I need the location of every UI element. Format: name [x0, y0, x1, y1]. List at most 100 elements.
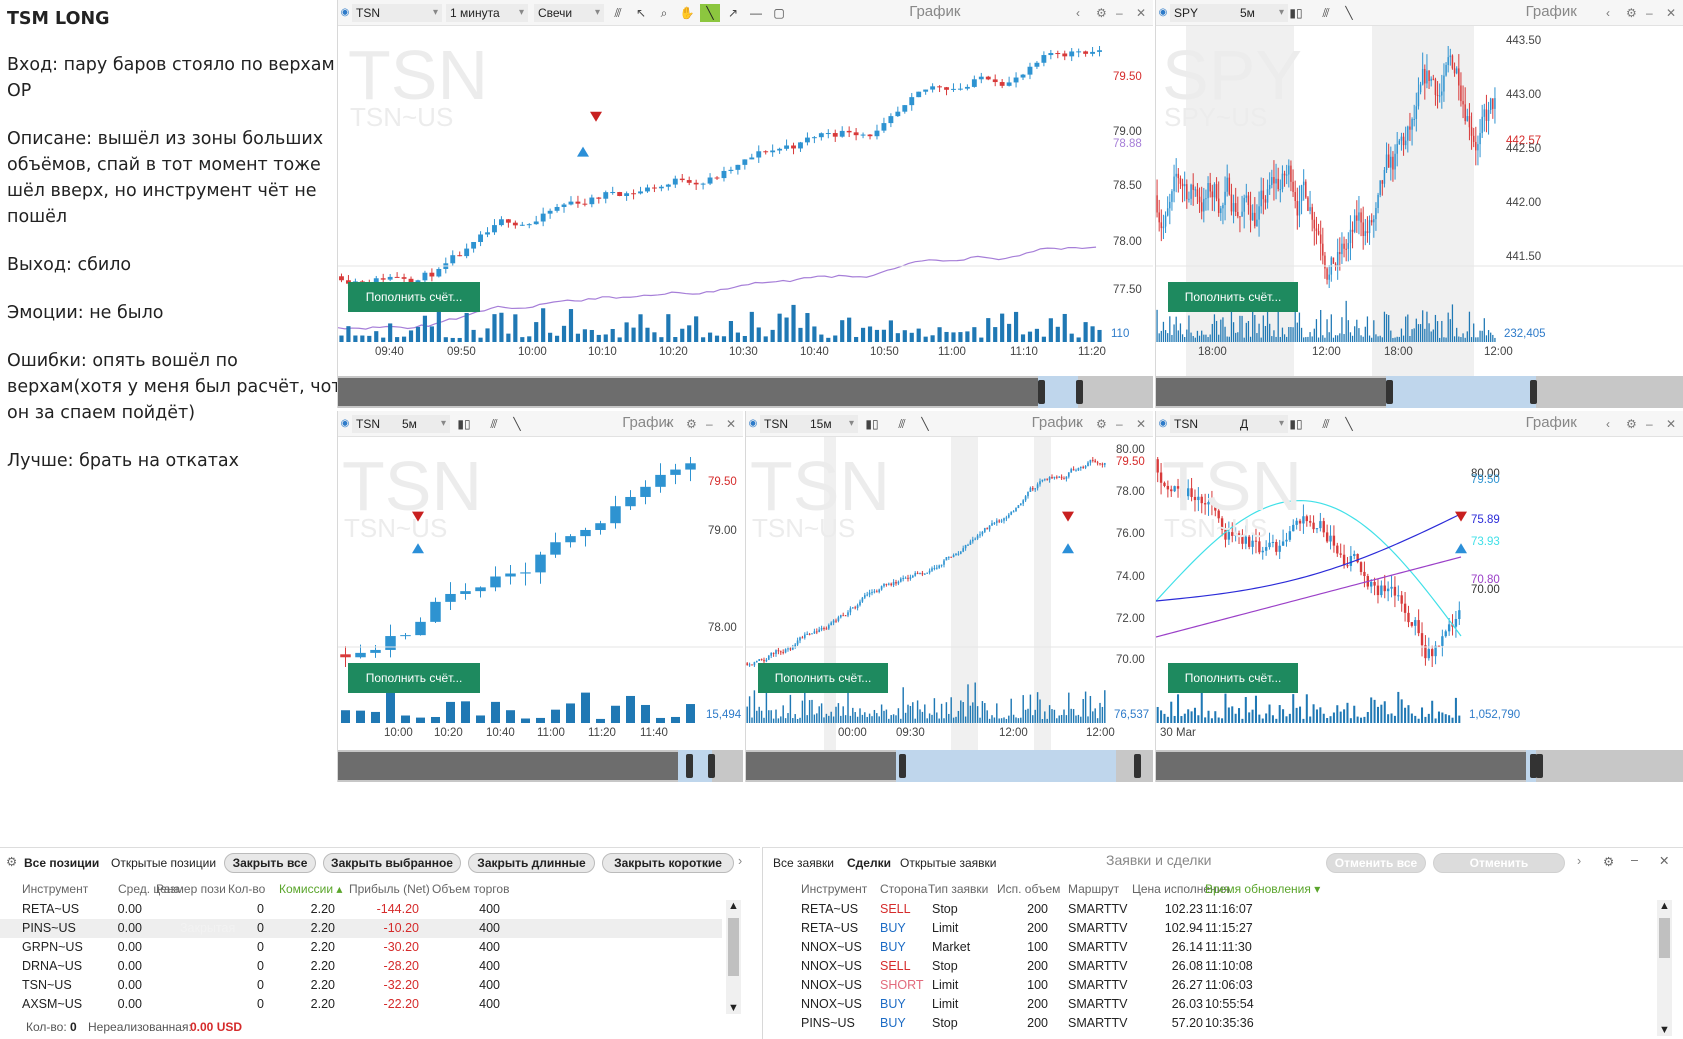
interval-dropdown[interactable]: 1 минута	[446, 4, 528, 22]
price-chart[interactable]	[338, 437, 743, 750]
gear-icon[interactable]: ⚙	[1626, 6, 1637, 20]
navigator-right-handle[interactable]	[1076, 380, 1083, 404]
positions-column-header[interactable]: Прибыль (Net)	[349, 882, 430, 896]
positions-column-header[interactable]: Инструмент	[22, 882, 89, 896]
close-icon[interactable]: ✕	[726, 417, 737, 431]
gear-icon[interactable]: ⚙	[1603, 855, 1615, 869]
chart-navigator[interactable]	[338, 750, 743, 782]
navigator-selection[interactable]	[678, 750, 712, 782]
line-icon[interactable]: ╲	[1345, 6, 1353, 20]
line-icon[interactable]: ╲	[1345, 417, 1353, 431]
minimize-icon[interactable]: –	[1631, 853, 1638, 867]
interval-dropdown[interactable]: 5м	[1236, 4, 1288, 22]
positions-column-header[interactable]: Объем торгов	[432, 882, 510, 896]
gear-icon[interactable]: ⚙	[686, 417, 697, 431]
chart-navigator[interactable]	[746, 750, 1153, 782]
table-row[interactable]: NNOX~US BUY Market 100 SMARTTV 26.14 11:11:30	[763, 938, 1653, 957]
indicators-icon[interactable]: ⫻	[1322, 6, 1330, 20]
close-icon[interactable]: ✕	[1659, 854, 1670, 868]
price-chart[interactable]	[1156, 26, 1683, 376]
positions-scrollbar[interactable]: ▲ ▼	[726, 900, 741, 1014]
table-row[interactable]: RETA~US 0.00 0 2.20 -144.20 400	[0, 900, 722, 919]
navigator-selection[interactable]	[896, 750, 1116, 782]
interval-dropdown[interactable]: Д	[1236, 415, 1288, 433]
minimize-icon[interactable]: –	[1116, 6, 1123, 20]
navigator-right-handle[interactable]	[1530, 380, 1537, 404]
table-row[interactable]: RETA~US BUY Limit 200 SMARTTV 102.94 11:15:27	[763, 919, 1653, 938]
table-row[interactable]: GRPN~US 0.00 0 2.20 -30.20 400	[0, 938, 722, 957]
table-row[interactable]: DRNA~US 0.00 0 2.20 -28.20 400	[0, 957, 722, 976]
chevron-right-icon[interactable]: ›	[1577, 854, 1582, 868]
chart-navigator[interactable]	[1156, 750, 1683, 782]
chart-type-dropdown[interactable]: Свечи	[534, 4, 604, 22]
indicators-icon[interactable]: ⫻	[490, 417, 498, 431]
navigator-left-handle[interactable]	[686, 754, 693, 778]
navigator-left-handle[interactable]	[1038, 380, 1045, 404]
close-short-button[interactable]: Закрыть короткие	[602, 853, 734, 873]
tab-open-positions[interactable]: Открытые позиции	[111, 856, 217, 870]
chevron-right-icon[interactable]: ›	[738, 854, 743, 868]
orders-column-header[interactable]: Тип заявки	[928, 882, 989, 896]
close-icon[interactable]: ✕	[1136, 6, 1147, 20]
gear-icon[interactable]: ⚙	[1626, 417, 1637, 431]
price-chart[interactable]	[746, 437, 1153, 750]
cancel-selected-button[interactable]: Отменить выбранные	[1433, 853, 1565, 888]
tab-open-orders[interactable]: Открытые заявки	[900, 856, 997, 870]
deposit-button[interactable]: Пополнить счёт...	[348, 663, 480, 693]
link-dot-icon[interactable]: ◉	[748, 418, 758, 429]
close-icon[interactable]: ✕	[1666, 417, 1677, 431]
candles-icon[interactable]: ▮▯	[457, 417, 471, 431]
deposit-button[interactable]: Пополнить счёт...	[1168, 663, 1298, 693]
link-dot-icon[interactable]: ◉	[1158, 418, 1168, 429]
tab-all-orders[interactable]: Все заявки	[773, 856, 835, 870]
arrow-icon[interactable]: ↗	[727, 6, 739, 20]
positions-column-header[interactable]: Кол-во	[228, 882, 266, 896]
chevron-left-icon[interactable]: ‹	[666, 417, 670, 431]
close-icon[interactable]: ✕	[1666, 6, 1677, 20]
chevron-up-icon[interactable]: ▲	[728, 900, 739, 912]
deposit-button[interactable]: Пополнить счёт...	[1168, 282, 1298, 312]
navigator-left-handle[interactable]	[1386, 380, 1393, 404]
tab-deals[interactable]: Сделки	[847, 856, 891, 870]
line-icon[interactable]: ╲	[700, 4, 720, 22]
close-selected-button[interactable]: Закрыть выбранное	[323, 853, 461, 873]
indicators-icon[interactable]: ⫻	[1322, 417, 1330, 431]
minimize-icon[interactable]: –	[706, 417, 713, 431]
zoom-icon[interactable]: ⌕	[660, 6, 668, 20]
minimize-icon[interactable]: –	[1646, 417, 1653, 431]
hand-icon[interactable]: ✋	[679, 6, 695, 20]
orders-column-header[interactable]: Инструмент	[801, 882, 868, 896]
chevron-left-icon[interactable]: ‹	[1606, 417, 1610, 431]
symbol-dropdown[interactable]: TSN	[352, 4, 442, 22]
positions-column-header[interactable]: Сред. цена	[118, 882, 181, 896]
close-icon[interactable]: ✕	[1136, 417, 1147, 431]
gear-icon[interactable]: ⚙	[1096, 6, 1107, 20]
indicators-icon[interactable]: ⫻	[898, 417, 906, 431]
link-dot-icon[interactable]: ◉	[340, 7, 350, 18]
table-row[interactable]: TSN~US 0.00 0 2.20 -32.20 400	[0, 976, 722, 995]
table-row[interactable]: NNOX~US BUY Limit 200 SMARTTV 26.03 10:55:54	[763, 995, 1653, 1014]
chart-navigator[interactable]	[1156, 376, 1683, 408]
navigator-left-handle[interactable]	[1530, 754, 1537, 778]
positions-column-header[interactable]: Комиссии ▴	[279, 882, 343, 896]
navigator-selection[interactable]	[1386, 376, 1536, 408]
gear-icon[interactable]: ⚙	[6, 855, 18, 869]
chevron-down-icon[interactable]: ▼	[1659, 1024, 1670, 1036]
hline-icon[interactable]: —	[750, 6, 762, 20]
orders-column-header[interactable]: Цена исполнения	[1132, 882, 1230, 896]
interval-dropdown[interactable]: 15м	[806, 415, 858, 433]
orders-column-header[interactable]: Сторона	[880, 882, 928, 896]
orders-column-header[interactable]: Время обновления ▾	[1205, 882, 1321, 896]
rect-icon[interactable]: ▢	[773, 6, 785, 20]
tab-all-positions[interactable]: Все позиции	[24, 856, 100, 870]
chevron-left-icon[interactable]: ‹	[1076, 417, 1080, 431]
line-icon[interactable]: ╲	[921, 417, 929, 431]
pointer-icon[interactable]: ↖	[635, 6, 647, 20]
candles-icon[interactable]: ▮▯	[1289, 417, 1303, 431]
navigator-right-handle[interactable]	[1134, 754, 1141, 778]
positions-column-header[interactable]: Размер пози	[156, 882, 226, 896]
table-row[interactable]: PINS~US 0.00 Закрытая 0 2.20 -10.20 400	[0, 919, 722, 938]
orders-scrollbar[interactable]: ▲ ▼	[1657, 900, 1672, 1036]
link-dot-icon[interactable]: ◉	[1158, 7, 1168, 18]
table-row[interactable]: PINS~US BUY Stop 200 SMARTTV 57.20 10:35:36	[763, 1014, 1653, 1033]
